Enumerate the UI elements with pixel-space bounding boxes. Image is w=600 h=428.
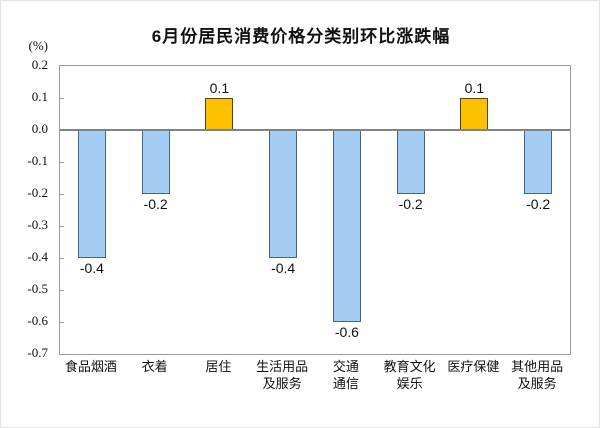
value-label-1: -0.2 <box>143 196 168 212</box>
y-tick-mark <box>60 258 64 259</box>
value-label-4: -0.6 <box>334 324 359 340</box>
bar-7 <box>524 130 553 194</box>
plot-area: -0.4 -0.2 0.1 -0.4 -0.6 -0.2 0.1 -0.2 <box>59 65 571 355</box>
y-tick-mark <box>60 162 64 163</box>
zero-axis-line <box>60 129 570 131</box>
x-label-2: 居住 <box>205 359 232 374</box>
x-label-3: 生活用品 及服务 <box>256 359 309 391</box>
y-tick-label-5: -0.3 <box>27 217 48 232</box>
value-label-5: -0.2 <box>398 196 423 212</box>
y-tick-mark <box>60 194 64 195</box>
y-tick-mark <box>60 290 64 291</box>
value-label-7: -0.2 <box>526 196 551 212</box>
bar-2 <box>205 98 234 130</box>
x-label-1: 衣着 <box>141 359 168 374</box>
y-axis-unit-label: (%) <box>28 38 49 53</box>
y-tick-label-2: 0.0 <box>31 121 48 136</box>
value-label-0: -0.4 <box>79 260 104 276</box>
x-label-6: 医疗保健 <box>447 359 500 374</box>
value-label-3: -0.4 <box>271 260 296 276</box>
x-label-5: 教育文化 娱乐 <box>383 359 436 391</box>
value-label-6: 0.1 <box>464 80 485 96</box>
bar-1 <box>141 130 170 194</box>
y-tick-mark <box>60 322 64 323</box>
y-tick-label-9: -0.7 <box>27 345 48 360</box>
value-label-2: 0.1 <box>209 80 230 96</box>
y-tick-label-8: -0.6 <box>27 313 48 328</box>
bar-0 <box>77 130 106 258</box>
y-tick-label-7: -0.5 <box>27 281 48 296</box>
y-tick-mark <box>60 98 64 99</box>
y-tick-label-6: -0.4 <box>27 249 48 264</box>
bar-6 <box>460 98 489 130</box>
y-tick-label-0: 0.2 <box>31 57 48 72</box>
chart-title: 6月份居民消费价格分类别环比涨跌幅 <box>151 27 451 46</box>
y-tick-label-1: 0.1 <box>31 89 48 104</box>
x-label-7: 其他用品 及服务 <box>511 359 564 391</box>
x-label-0: 食品烟酒 <box>64 359 117 374</box>
bar-3 <box>269 130 298 258</box>
y-tick-label-4: -0.2 <box>27 185 48 200</box>
x-label-4: 交通 通信 <box>332 359 359 391</box>
bar-4 <box>332 130 361 322</box>
y-tick-label-3: -0.1 <box>27 153 48 168</box>
bar-5 <box>396 130 425 194</box>
y-tick-mark <box>60 226 64 227</box>
